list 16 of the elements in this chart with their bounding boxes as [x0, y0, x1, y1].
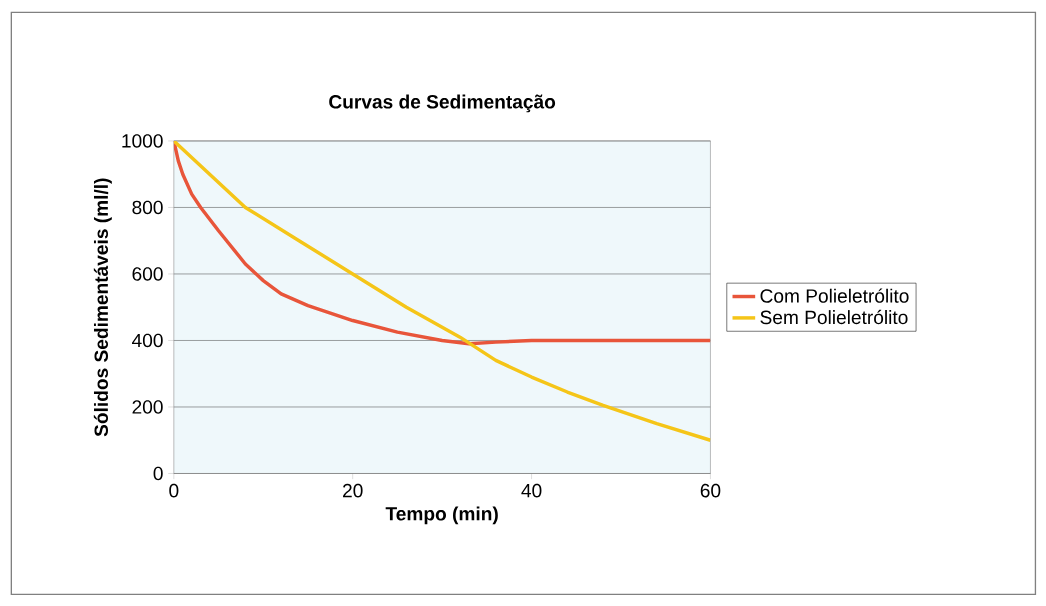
y-tick-label: 600: [132, 267, 163, 281]
chart-title: Curvas de Sedimentação: [329, 94, 556, 113]
x-tick-label: 20: [343, 483, 363, 498]
y-tick-label: 400: [132, 333, 163, 348]
y-tick-label: 1000: [122, 134, 163, 148]
legend-label: Sem Polieletrólito: [760, 310, 908, 325]
line-series: [173, 141, 711, 443]
x-tick-label: 0: [169, 483, 179, 498]
legend-label: Com Polieletrólito: [760, 288, 909, 303]
y-tick-label: 0: [153, 466, 163, 481]
y-axis-title: Sólidos Sedimentáveis (ml/l): [93, 178, 112, 437]
y-tick-label: 200: [132, 400, 163, 414]
x-tick-label: 40: [521, 483, 542, 498]
x-tick-label: 60: [700, 483, 721, 498]
y-tick-label: 800: [132, 200, 163, 215]
x-axis-title: Tempo (min): [385, 506, 498, 525]
